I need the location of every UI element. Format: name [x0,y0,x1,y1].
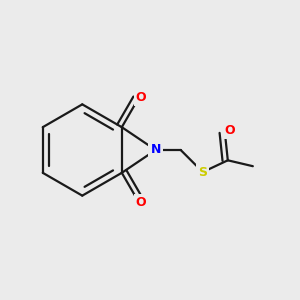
Text: O: O [225,124,236,137]
Text: O: O [136,196,146,209]
Text: S: S [198,166,207,178]
Text: O: O [136,91,146,104]
Text: N: N [151,143,161,157]
